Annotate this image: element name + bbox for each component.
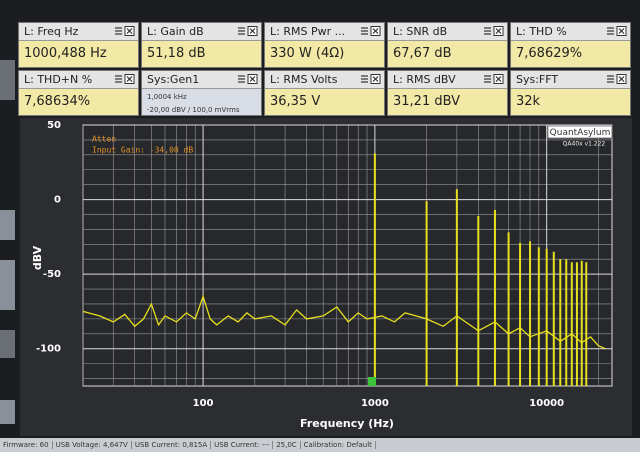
widget-title: L: THD+N % (19, 71, 138, 89)
annotation: Atten (92, 135, 116, 144)
widget-value: 36,35 V (270, 94, 321, 109)
widget-value: 1,0004 kHz (147, 93, 187, 101)
status-item: Calibration: Default (300, 441, 376, 449)
measurement-widget: L: RMS dBV 31,21 dBV (387, 70, 508, 116)
side-button (0, 260, 15, 310)
measurement-widget: L: THD+N % 7,68634% (18, 70, 139, 116)
logo-box (547, 125, 613, 139)
widget-icons[interactable] (484, 26, 504, 37)
spectrum-trace (82, 294, 606, 350)
widget-title: L: RMS Volts (265, 71, 384, 89)
x-tick-label: 1000 (361, 398, 389, 409)
version: QA40x v1.222 (563, 141, 606, 148)
widget-bar: L: Freq Hz 1000,488 Hz L: Gain dB 51,18 dB L… (0, 0, 640, 120)
plot-area (82, 124, 613, 387)
measurement-widget: Sys:Gen1 1,0004 kHz -20,00 dBV / 100,0 mVr… (141, 70, 262, 116)
measurement-widget: L: RMS Pwr ... 330 W (4Ω) (264, 22, 385, 68)
status-item: Firmware: 60 (0, 441, 53, 449)
side-button (0, 400, 15, 424)
x-axis-label: Frequency (Hz) (300, 417, 394, 430)
widget-value: 7,68629% (516, 46, 583, 61)
measurement-widget: L: RMS Volts 36,35 V (264, 70, 385, 116)
widget-icons[interactable] (238, 26, 258, 37)
status-item: 25,0C (273, 441, 301, 449)
status-item: USB Current: --- (211, 441, 274, 449)
widget-value: 330 W (4Ω) (270, 46, 345, 61)
widget-icons[interactable] (607, 26, 627, 37)
logo: QuantAsylum (550, 128, 611, 138)
status-bar: Firmware: 60 USB Voltage: 4,647V USB Curre… (0, 438, 640, 452)
widget-value: 1000,488 Hz (24, 46, 107, 61)
x-tick-label: 100 (193, 398, 214, 409)
widget-value: 51,18 dB (147, 46, 206, 61)
cursor-marker (368, 377, 376, 386)
side-button (0, 60, 15, 100)
measurement-widget: L: Freq Hz 1000,488 Hz (18, 22, 139, 68)
measurement-widget: L: SNR dB 67,67 dB (387, 22, 508, 68)
widget-title: Sys:Gen1 (142, 71, 261, 89)
widget-icons[interactable] (361, 74, 381, 85)
widget-title: L: RMS dBV (388, 71, 507, 89)
side-button (0, 330, 15, 358)
widget-title: L: Freq Hz (19, 23, 138, 41)
widget-icons[interactable] (607, 74, 627, 85)
y-tick-label: -50 (43, 269, 61, 280)
widget-title: L: THD % (511, 23, 630, 41)
measurement-widget: L: THD % 7,68629% (510, 22, 631, 68)
widget-title: L: SNR dB (388, 23, 507, 41)
widget-icons[interactable] (115, 26, 135, 37)
side-button (0, 210, 15, 240)
measurement-widget: Sys:FFT 32k (510, 70, 631, 116)
widget-value: 67,67 dB (393, 46, 452, 61)
widget-title: L: RMS Pwr ... (265, 23, 384, 41)
y-tick-label: -100 (36, 344, 61, 355)
status-item: USB Current: 0,815A (131, 441, 212, 449)
measurement-widget: L: Gain dB 51,18 dB (141, 22, 262, 68)
y-tick-label: 0 (54, 195, 61, 206)
x-tick-label: 10000 (529, 398, 564, 409)
widget-icons[interactable] (361, 26, 381, 37)
widget-icons[interactable] (115, 74, 135, 85)
widget-title: Sys:FFT (511, 71, 630, 89)
widget-value: 7,68634% (24, 94, 91, 109)
status-item: USB Voltage: 4,647V (52, 441, 132, 449)
widget-value: 32k (516, 94, 541, 109)
y-tick-label: 50 (47, 120, 61, 131)
y-axis-label: dBV (31, 245, 44, 270)
widget-value: 31,21 dBV (393, 94, 461, 109)
widget-title: L: Gain dB (142, 23, 261, 41)
widget-icons[interactable] (238, 74, 258, 85)
widget-detail: -20,00 dBV / 100,0 mVrms (147, 106, 240, 114)
widget-icons[interactable] (484, 74, 504, 85)
annotation: Input Gain: -34,00 dB (92, 146, 193, 155)
